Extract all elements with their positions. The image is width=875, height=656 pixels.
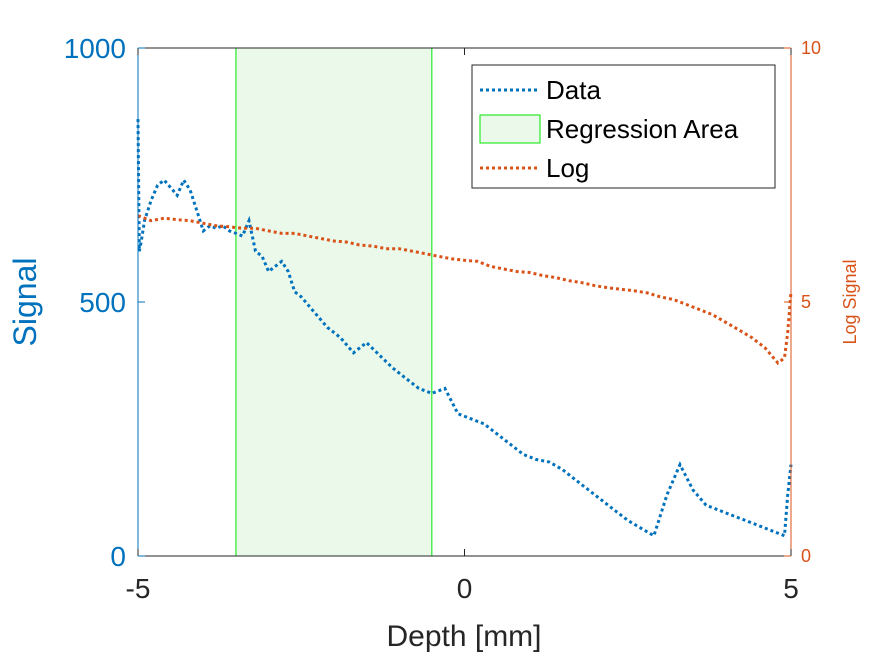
y2-tick-label: 5: [801, 292, 811, 312]
legend-data-label: Data: [546, 75, 601, 105]
y2-tick-label: 10: [801, 38, 821, 58]
legend-log-label: Log: [546, 153, 589, 183]
regression-area: [235, 47, 433, 557]
y2-axis-label: Log Signal: [840, 259, 860, 344]
x-axis-label: Depth [mm]: [386, 620, 541, 653]
series-log-line: [137, 214, 793, 366]
y-tick-label: 1000: [64, 33, 126, 64]
legend-region-swatch: [479, 114, 541, 144]
x-tick-label: 5: [783, 573, 799, 604]
y2-tick-label: 0: [801, 546, 811, 566]
y-tick-label: 500: [79, 287, 126, 318]
legend-region-label: Regression Area: [546, 114, 739, 144]
x-tick-label: 0: [457, 573, 473, 604]
y-axis-label: Signal: [7, 258, 43, 347]
y-tick-label: 0: [110, 541, 126, 572]
legend: Data Regression Area Log: [471, 64, 776, 189]
series-data-line: [136, 119, 793, 538]
x-tick-label: -5: [126, 573, 151, 604]
